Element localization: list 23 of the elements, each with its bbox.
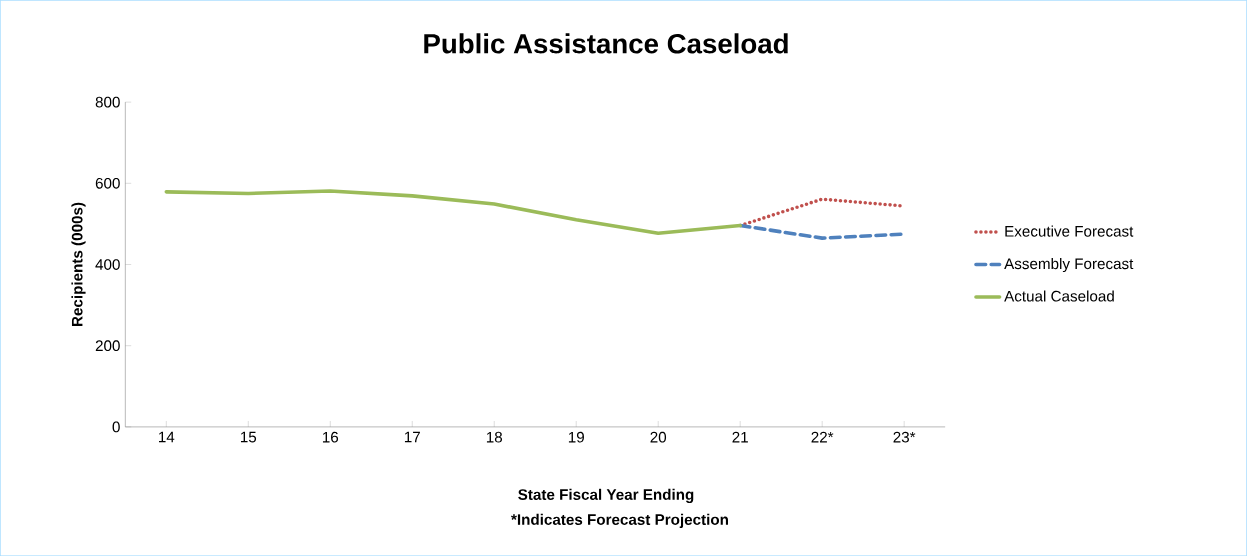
y-tick-label: 200 (95, 340, 120, 352)
x-tick-label: 20 (650, 431, 667, 443)
y-axis-title: Recipients (000s) (71, 202, 86, 326)
x-tick-label: 18 (486, 431, 503, 443)
text: *Indicates Forecast Projection (511, 513, 728, 528)
x-tick-label: 16 (322, 431, 339, 443)
x-tick-label: 21 (732, 431, 748, 443)
line-series (164, 189, 742, 235)
legend-label: Executive Forecast (1005, 225, 1134, 237)
legend-label: Assembly Forecast (1004, 257, 1134, 273)
x-tick-label: 14 (159, 431, 175, 443)
y-tick-label: 600 (95, 177, 120, 189)
y-tick-label: 400 (95, 259, 120, 270)
x-tick-label: 17 (404, 431, 420, 443)
x-axis-title: State Fiscal Year Ending (518, 488, 694, 503)
chart-title: Public Assistance Caseload (424, 33, 788, 54)
x-tick-label: 22* (811, 431, 834, 443)
y-tick-label: 800 (95, 96, 120, 108)
x-tick-label: 19 (568, 431, 584, 443)
y-tick-label: 0 (112, 421, 120, 433)
legend-label: Actual Caseload (1004, 290, 1114, 302)
x-tick-label: 15 (240, 431, 257, 443)
x-tick-label: 23* (893, 431, 916, 443)
